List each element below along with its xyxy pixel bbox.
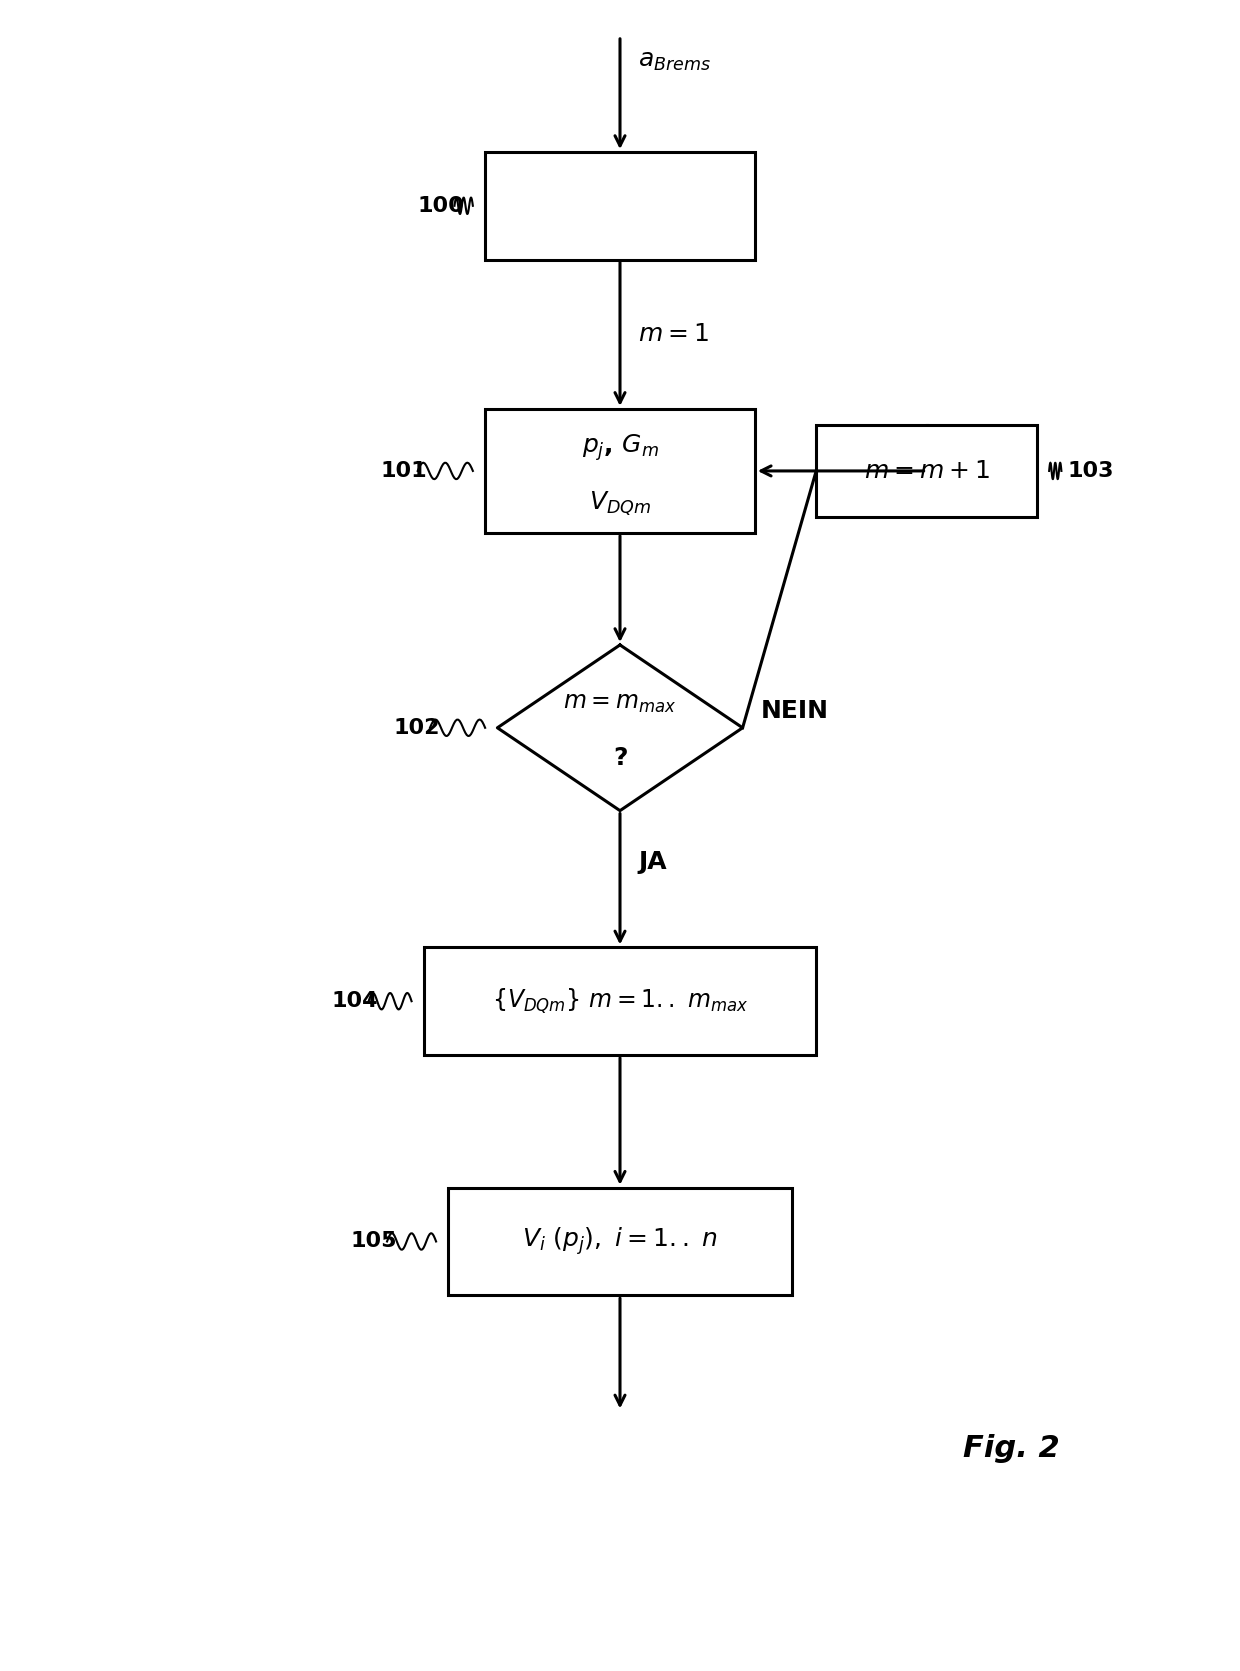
Text: 101: 101: [381, 461, 428, 481]
Bar: [485, 409, 755, 533]
Text: 103: 103: [1068, 461, 1114, 481]
Bar: [449, 1188, 791, 1295]
Text: $V_i\ (p_j),\ i = 1..\ n$: $V_i\ (p_j),\ i = 1..\ n$: [522, 1225, 718, 1257]
Text: NEIN: NEIN: [761, 698, 830, 724]
Bar: [816, 426, 1037, 516]
Text: $a_{Brems}$: $a_{Brems}$: [639, 48, 712, 74]
Text: 104: 104: [332, 991, 378, 1011]
Text: $\{V_{DQm}\}\ m = 1..\ m_{max}$: $\{V_{DQm}\}\ m = 1..\ m_{max}$: [492, 986, 748, 1016]
Bar: [424, 947, 816, 1054]
Text: $m = m+1$: $m = m+1$: [864, 460, 990, 483]
Text: 102: 102: [393, 719, 440, 739]
Text: 105: 105: [350, 1232, 397, 1252]
Text: $m = m_{max}$: $m = m_{max}$: [563, 690, 677, 715]
Text: $m = 1$: $m = 1$: [639, 323, 709, 346]
Polygon shape: [497, 645, 743, 810]
Text: $V_{DQm}$: $V_{DQm}$: [589, 490, 651, 518]
Text: ?: ?: [613, 745, 627, 770]
Text: Fig. 2: Fig. 2: [963, 1434, 1060, 1464]
Text: JA: JA: [639, 851, 667, 874]
Bar: [485, 152, 755, 259]
Text: $p_j$, $G_m$: $p_j$, $G_m$: [582, 433, 658, 463]
Text: 100: 100: [418, 196, 465, 216]
